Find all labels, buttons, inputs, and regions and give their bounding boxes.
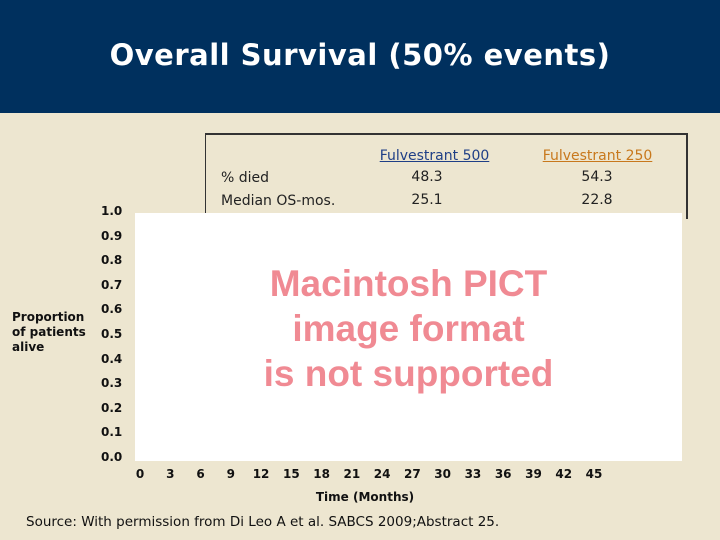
y-tick-label: 0.3 (101, 376, 123, 391)
row-label-died: % died (221, 170, 270, 186)
value-500-median: 25.1 (411, 192, 443, 208)
value-250-died: 54.3 (581, 169, 613, 185)
x-tick-label: 9 (226, 467, 235, 481)
unsupported-image-placeholder: Macintosh PICT image format is not suppo… (135, 213, 682, 461)
y-tick-label: 0.6 (101, 302, 123, 317)
x-tick-label: 39 (525, 467, 542, 481)
x-tick-label: 27 (404, 467, 421, 481)
source-citation: Source: With permission from Di Leo A et… (26, 514, 500, 530)
y-tick-label: 0.7 (101, 277, 123, 292)
placeholder-message: Macintosh PICT image format is not suppo… (135, 261, 682, 396)
slide-title: Overall Survival (50% events) (109, 38, 611, 72)
x-tick-label: 21 (343, 467, 361, 481)
y-tick-label: 0.5 (101, 327, 123, 341)
y-tick-label: 0.4 (101, 351, 123, 366)
y-tick-label: 0.9 (101, 228, 123, 243)
column-header-fulvestrant-500: Fulvestrant 500 (379, 148, 490, 164)
x-axis-label: Time (Months) (315, 490, 415, 504)
stats-table-frame (205, 133, 688, 219)
x-tick-label: 18 (313, 467, 330, 481)
x-tick-label: 42 (555, 467, 573, 481)
x-tick-label: 33 (464, 467, 482, 481)
x-tick-label: 15 (282, 467, 300, 481)
placeholder-line-3: is not supported (263, 353, 554, 394)
y-axis-label: Proportion of patients alive (12, 310, 86, 354)
placeholder-line-1: Macintosh PICT (269, 263, 548, 304)
y-tick-label: 0.0 (101, 450, 123, 464)
x-tick-label: 45 (585, 467, 603, 481)
x-tick-label: 36 (494, 467, 512, 481)
value-500-died: 48.3 (411, 169, 443, 185)
y-tick-label: 0.1 (101, 425, 123, 440)
row-label-median-os: Median OS-mos. (221, 193, 336, 209)
y-tick-label: 1.0 (101, 204, 123, 218)
x-tick-label: 6 (196, 467, 205, 481)
value-250-median: 22.8 (581, 192, 613, 208)
y-tick-label: 0.2 (101, 400, 123, 415)
y-tick-label: 0.8 (101, 253, 123, 268)
x-tick-label: 30 (434, 467, 451, 481)
placeholder-line-2: image format (292, 308, 525, 349)
x-tick-label: 0 (135, 467, 145, 481)
x-tick-label: 12 (252, 467, 270, 481)
title-bar: Overall Survival (50% events) (0, 0, 720, 113)
column-header-fulvestrant-250: Fulvestrant 250 (542, 148, 653, 164)
x-tick-label: 3 (166, 467, 175, 481)
x-tick-label: 24 (373, 467, 391, 481)
